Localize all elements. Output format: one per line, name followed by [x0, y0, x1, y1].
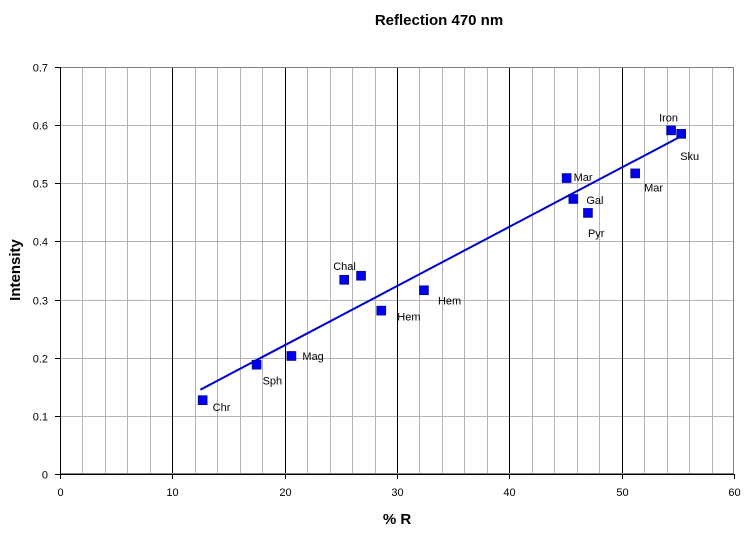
data-point	[356, 270, 366, 281]
trendline	[199, 134, 684, 391]
y-axis-title: Intensity	[7, 239, 24, 301]
y-tick-label: 0.5	[33, 179, 48, 191]
x-tick-label: 30	[391, 487, 403, 499]
data-point	[568, 194, 579, 204]
x-tick-label: 20	[279, 487, 291, 499]
data-point	[419, 285, 429, 296]
y-tick-label: 0.7	[33, 63, 48, 75]
plot-area: 0 10 20 30 40 50 60 0 0.1 0.2 0.3 0.4 0.5 0.6 0.7 Chr Sp…	[33, 63, 741, 500]
data-label: Gal	[586, 195, 603, 207]
data-label: Hem	[438, 295, 461, 307]
data-point	[676, 129, 687, 139]
data-label: Sph	[263, 376, 283, 388]
x-tick-label: 40	[503, 487, 515, 499]
y-tick-label: 0.4	[33, 237, 48, 249]
data-point	[561, 173, 572, 183]
data-label: Chr	[213, 402, 231, 414]
data-label: Mar	[574, 172, 593, 184]
data-point	[339, 275, 350, 285]
y-tick-label: 0.2	[33, 354, 48, 366]
data-label: Chal	[333, 261, 356, 273]
y-tick-label: 0	[42, 470, 48, 482]
data-point	[666, 125, 676, 136]
x-tick-label: 10	[166, 487, 178, 499]
x-axis-title: % R	[383, 511, 412, 528]
data-label: Mar	[644, 182, 663, 194]
y-tick-label: 0.1	[33, 412, 48, 424]
data-label: Pyr	[588, 228, 605, 240]
chart-title: Reflection 470 nm	[375, 12, 503, 29]
x-tick-label: 50	[616, 487, 628, 499]
data-point	[583, 208, 593, 218]
x-tick-label: 60	[728, 487, 740, 499]
x-tick-label: 0	[57, 487, 63, 499]
data-point	[286, 351, 297, 361]
data-point	[251, 359, 262, 370]
data-label: Mag	[302, 351, 323, 363]
y-tick-label: 0.6	[33, 121, 48, 133]
data-point	[376, 305, 387, 316]
data-point	[630, 168, 640, 179]
y-tick-label: 0.3	[33, 296, 48, 308]
data-point	[197, 395, 208, 405]
data-label: Sku	[680, 151, 699, 163]
data-label: Iron	[659, 112, 678, 124]
data-label: Hem	[397, 312, 420, 324]
